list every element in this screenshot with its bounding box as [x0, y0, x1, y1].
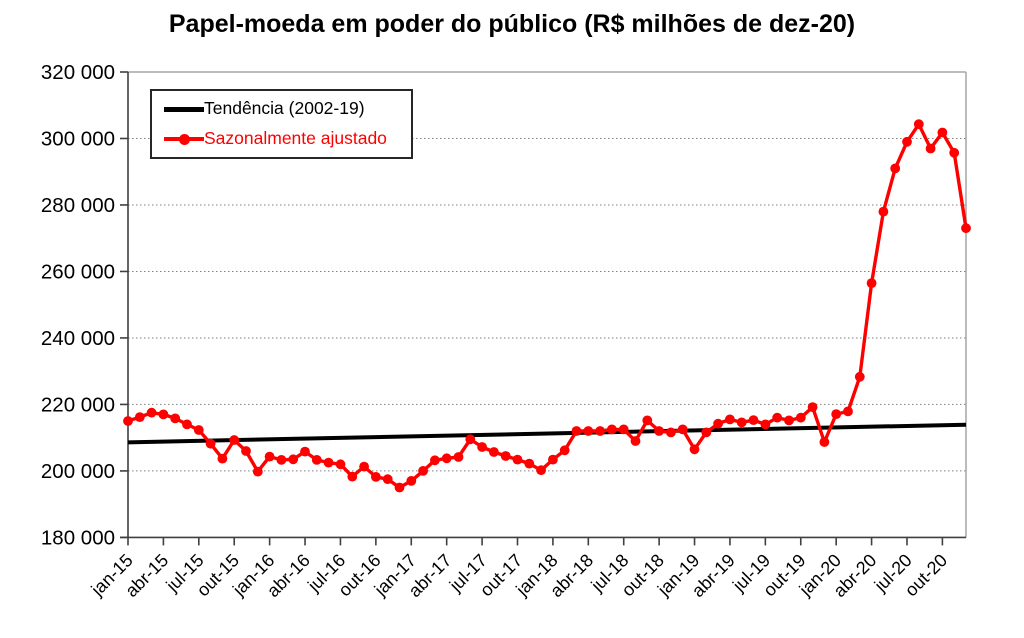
data-point-marker: [642, 415, 653, 426]
data-point-marker: [311, 455, 322, 465]
data-point-marker: [925, 143, 936, 154]
data-point-marker: [583, 426, 594, 436]
data-point-marker: [229, 435, 240, 445]
data-point-marker: [666, 427, 676, 438]
data-point-marker: [630, 436, 641, 446]
data-point-marker: [406, 476, 417, 486]
y-axis-label: 260 000: [41, 260, 115, 283]
data-point-marker: [264, 451, 275, 462]
series-line-dot-swatch-icon: [164, 127, 204, 151]
data-point-marker: [607, 424, 617, 435]
data-point-marker: [571, 426, 582, 436]
data-point-marker: [677, 424, 688, 435]
data-point-marker: [441, 453, 452, 464]
data-point-marker: [961, 223, 971, 234]
data-point-marker: [902, 136, 912, 147]
data-point-marker: [831, 409, 842, 419]
data-point-marker: [489, 447, 499, 457]
data-point-marker: [701, 427, 712, 438]
data-point-marker: [536, 465, 546, 476]
data-point-marker: [866, 278, 877, 288]
data-point-marker: [477, 442, 487, 452]
data-point-marker: [512, 454, 523, 465]
data-point-marker: [335, 459, 346, 470]
y-axis-label: 220 000: [41, 393, 115, 416]
legend-label-seasonally-adjusted: Sazonalmente ajustado: [204, 128, 387, 149]
data-point-marker: [913, 119, 924, 130]
data-point-marker: [371, 472, 381, 482]
data-point-marker: [430, 455, 440, 466]
data-point-marker: [595, 426, 605, 436]
data-point-marker: [795, 412, 806, 423]
data-point-marker: [843, 406, 853, 417]
y-axis-label: 200 000: [41, 460, 115, 483]
data-point-marker: [618, 424, 629, 435]
data-point-marker: [158, 409, 169, 420]
data-point-marker: [807, 402, 818, 412]
data-point-marker: [382, 474, 393, 485]
y-axis-label: 320 000: [41, 61, 115, 84]
data-point-marker: [394, 482, 405, 493]
data-point-marker: [500, 451, 511, 461]
data-point-marker: [949, 147, 960, 158]
data-point-marker: [772, 412, 783, 423]
trend-line-swatch-icon: [164, 97, 204, 121]
data-point-marker: [276, 455, 287, 465]
data-point-marker: [465, 434, 476, 445]
data-point-marker: [725, 414, 735, 425]
data-point-marker: [854, 371, 865, 382]
data-point-marker: [252, 466, 263, 477]
data-point-marker: [559, 445, 570, 456]
data-point-marker: [347, 471, 358, 482]
data-point-marker: [418, 466, 428, 476]
data-point-marker: [784, 415, 794, 426]
data-point-marker: [123, 416, 133, 426]
data-point-marker: [288, 454, 299, 465]
chart-title: Papel-moeda em poder do público (R$ milh…: [168, 10, 856, 38]
data-point-marker: [134, 412, 145, 422]
data-point-marker: [748, 415, 759, 425]
data-point-marker: [300, 446, 310, 457]
data-point-marker: [241, 446, 251, 456]
legend: Tendência (2002-19) Sazonalmente ajustad…: [150, 89, 413, 159]
data-point-marker: [937, 127, 948, 138]
data-point-marker: [548, 454, 558, 465]
data-point-marker: [890, 163, 901, 174]
data-point-marker: [878, 206, 889, 217]
legend-label-trend: Tendência (2002-19): [204, 98, 365, 119]
legend-entry-trend: Tendência (2002-19): [164, 97, 411, 121]
y-axis-label: 300 000: [41, 127, 115, 150]
data-point-marker: [689, 444, 700, 455]
data-point-marker: [713, 418, 723, 429]
data-point-marker: [205, 438, 216, 449]
data-point-marker: [182, 419, 192, 430]
data-point-marker: [193, 425, 204, 435]
data-point-marker: [760, 419, 771, 430]
data-point-marker: [524, 458, 535, 469]
y-axis-label: 180 000: [41, 526, 115, 549]
data-point-marker: [146, 407, 157, 418]
data-point-marker: [323, 457, 334, 468]
data-point-marker: [170, 413, 181, 424]
trend-line: [127, 422, 967, 445]
y-axis-label: 240 000: [41, 327, 115, 350]
y-axis-label: 280 000: [41, 194, 115, 217]
legend-entry-seasonally-adjusted: Sazonalmente ajustado: [164, 127, 411, 151]
data-point-marker: [217, 453, 228, 464]
data-point-marker: [453, 452, 464, 462]
data-point-marker: [654, 426, 664, 436]
data-point-marker: [359, 461, 369, 472]
data-point-marker: [819, 437, 830, 447]
data-point-marker: [736, 417, 747, 428]
